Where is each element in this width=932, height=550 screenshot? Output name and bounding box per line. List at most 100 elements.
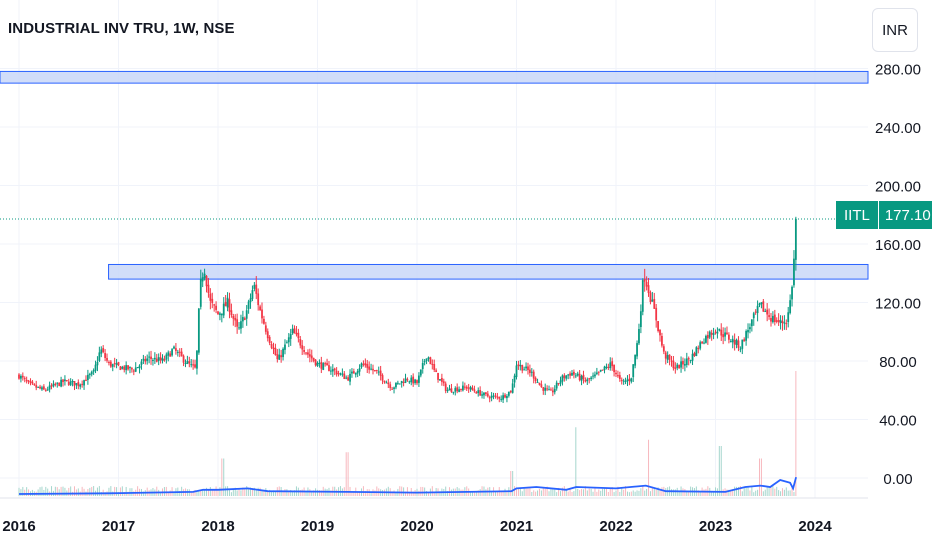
candle-body bbox=[599, 369, 602, 372]
last-price-value: 177.10 bbox=[878, 201, 932, 229]
candle-body bbox=[576, 373, 579, 376]
volume-bar bbox=[54, 486, 56, 496]
candle bbox=[578, 369, 581, 382]
candle-body bbox=[594, 374, 596, 377]
zone-rect-1[interactable] bbox=[108, 263, 869, 280]
candle bbox=[86, 369, 89, 385]
volume-bar bbox=[64, 487, 66, 496]
candle bbox=[42, 384, 45, 391]
candle bbox=[705, 334, 707, 344]
candle bbox=[130, 366, 133, 373]
candle-body bbox=[509, 390, 512, 393]
candle bbox=[458, 386, 460, 393]
candle-body bbox=[398, 383, 401, 385]
candle-body bbox=[530, 371, 533, 373]
volume-bar bbox=[609, 487, 611, 496]
candle bbox=[356, 368, 359, 378]
candle bbox=[793, 250, 795, 288]
candle-body bbox=[705, 335, 707, 343]
y-axis[interactable]: 0.00 40.00 80.00 120.00 160.00 200.00 240.00 28… bbox=[875, 62, 921, 489]
volume-bar bbox=[628, 492, 630, 496]
candle-body bbox=[419, 369, 422, 376]
candle bbox=[632, 364, 635, 382]
candle-body bbox=[661, 335, 663, 346]
candle bbox=[645, 276, 648, 291]
candle-body bbox=[113, 362, 116, 364]
volume-bar bbox=[142, 491, 144, 496]
candle-body bbox=[674, 367, 677, 369]
volume-bar bbox=[623, 489, 625, 496]
candle bbox=[326, 358, 328, 366]
volume-bar bbox=[406, 487, 408, 496]
volume-bar bbox=[51, 486, 53, 496]
y-tick-label: 120.00 bbox=[875, 296, 921, 313]
candle bbox=[737, 336, 740, 352]
candle-body bbox=[333, 368, 336, 371]
candle-body bbox=[465, 386, 468, 389]
candle bbox=[624, 377, 627, 385]
volume-bar bbox=[636, 490, 638, 496]
candle-body bbox=[186, 361, 189, 364]
volume-bar bbox=[420, 486, 422, 496]
candle-body bbox=[729, 341, 732, 343]
candle-body bbox=[155, 358, 158, 362]
candle bbox=[203, 268, 206, 281]
candle-body bbox=[683, 364, 686, 366]
candle bbox=[23, 376, 26, 383]
support-resistance-zones[interactable] bbox=[0, 70, 869, 280]
candle bbox=[726, 326, 728, 336]
candle bbox=[125, 361, 128, 375]
volume-bar bbox=[77, 488, 79, 496]
candle-body bbox=[184, 363, 187, 365]
candle bbox=[383, 380, 386, 384]
candle bbox=[421, 358, 424, 374]
candle-body bbox=[693, 352, 696, 356]
volume-bar bbox=[542, 487, 544, 496]
candle bbox=[274, 343, 277, 356]
candle-body bbox=[442, 381, 445, 384]
candle bbox=[96, 356, 99, 372]
candle-body bbox=[793, 258, 795, 286]
candle bbox=[528, 364, 531, 377]
candle-body bbox=[197, 308, 200, 353]
candle bbox=[534, 376, 537, 384]
candle bbox=[232, 313, 235, 326]
candle-body bbox=[781, 321, 784, 324]
candle bbox=[58, 382, 61, 387]
candle-body bbox=[329, 370, 332, 372]
candle bbox=[169, 351, 172, 357]
candle bbox=[678, 364, 681, 369]
candle-body bbox=[381, 375, 384, 381]
candle bbox=[733, 333, 736, 351]
candle bbox=[389, 381, 392, 391]
volume-bar bbox=[732, 489, 734, 496]
candle bbox=[291, 324, 294, 335]
volume-bar bbox=[236, 490, 238, 496]
volume-bar bbox=[330, 490, 332, 496]
candle bbox=[341, 368, 344, 377]
candle-body bbox=[668, 354, 671, 360]
candle bbox=[163, 355, 166, 362]
candle-body bbox=[35, 385, 38, 388]
currency-button[interactable]: INR bbox=[872, 8, 918, 52]
zone-rect-0[interactable] bbox=[0, 70, 869, 84]
candle-body bbox=[58, 382, 61, 386]
volume-bar bbox=[516, 489, 517, 496]
candle bbox=[685, 352, 688, 368]
candle bbox=[490, 392, 493, 402]
candle-body bbox=[232, 315, 235, 319]
candle bbox=[756, 300, 759, 322]
x-axis[interactable]: 2016 2017 2018 2019 2020 2021 2022 2023 2024 bbox=[0, 497, 868, 535]
volume-bar bbox=[581, 489, 583, 496]
volume-bar bbox=[93, 486, 95, 496]
candle-body bbox=[109, 361, 112, 367]
candle-body bbox=[639, 311, 642, 328]
candle-body bbox=[393, 387, 395, 389]
candle-body bbox=[41, 387, 43, 390]
y-tick-label: 280.00 bbox=[875, 62, 921, 79]
volume-bar bbox=[272, 490, 274, 496]
candle bbox=[329, 366, 332, 375]
candle bbox=[224, 295, 227, 307]
candle-body bbox=[720, 329, 723, 336]
